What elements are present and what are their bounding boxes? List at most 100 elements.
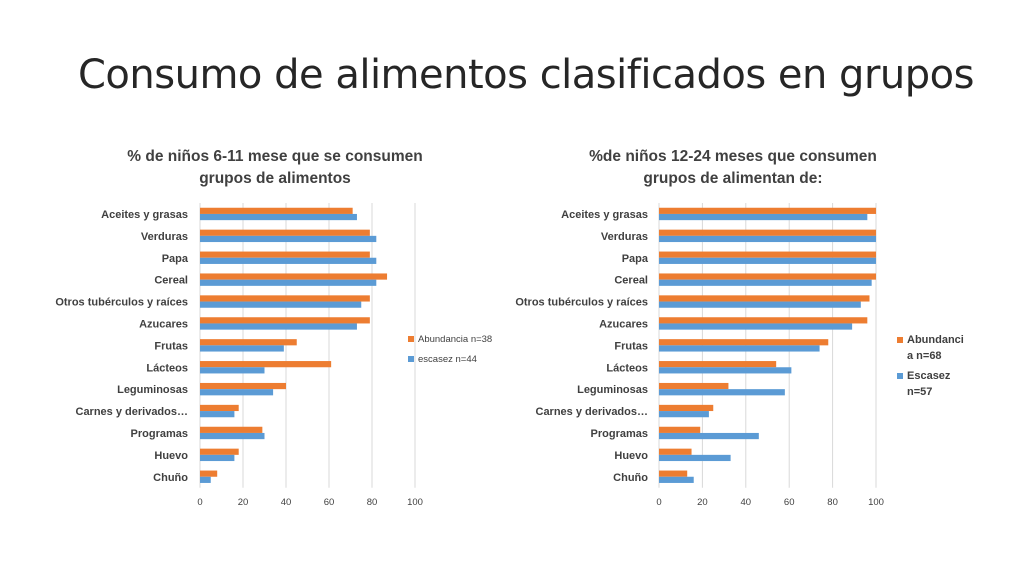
bar-blue bbox=[659, 345, 820, 352]
bar-orange bbox=[659, 207, 876, 214]
bar-blue bbox=[200, 235, 377, 243]
bar-orange bbox=[200, 251, 370, 258]
category-label: Cereal bbox=[154, 275, 188, 287]
x-tick-label: 20 bbox=[697, 497, 708, 508]
category-label: Leguminosas bbox=[577, 384, 648, 396]
category-label: Carnes y derivados… bbox=[536, 406, 649, 418]
x-tick-label: 60 bbox=[784, 497, 795, 508]
category-label: Huevo bbox=[154, 450, 188, 462]
bar-orange bbox=[659, 295, 870, 302]
x-tick-label: 80 bbox=[367, 497, 378, 508]
bar-blue bbox=[200, 257, 377, 264]
category-label: Aceites y grasas bbox=[561, 209, 648, 221]
bar-blue bbox=[200, 301, 362, 308]
bar-orange bbox=[659, 361, 777, 368]
bar-blue bbox=[659, 454, 731, 462]
bar-orange bbox=[200, 470, 218, 477]
bar-orange bbox=[659, 448, 692, 455]
bar-orange bbox=[200, 448, 239, 455]
legend-label: escasez n=44 bbox=[418, 354, 477, 365]
bar-blue bbox=[200, 367, 265, 374]
bar-orange bbox=[200, 317, 370, 324]
bar-orange bbox=[200, 382, 286, 390]
x-tick-label: 0 bbox=[197, 497, 202, 508]
chart-title-line: %de niños 12-24 meses que consumen bbox=[589, 148, 877, 165]
bar-orange bbox=[200, 426, 263, 433]
x-tick-label: 80 bbox=[827, 497, 838, 508]
chart-title-line: grupos de alimentos bbox=[199, 170, 351, 187]
bar-blue bbox=[200, 476, 211, 483]
category-label: Frutas bbox=[614, 340, 648, 352]
bar-blue bbox=[659, 257, 876, 264]
category-label: Papa bbox=[622, 253, 649, 265]
category-label: Azucares bbox=[139, 318, 188, 330]
x-tick-label: 40 bbox=[281, 497, 292, 508]
category-label: Chuño bbox=[613, 472, 648, 484]
category-label: Papa bbox=[162, 253, 189, 265]
bar-orange bbox=[200, 295, 370, 302]
bar-orange bbox=[200, 339, 297, 346]
bar-blue bbox=[659, 367, 792, 374]
category-label: Leguminosas bbox=[117, 384, 188, 396]
legend-label: Abundanci bbox=[907, 334, 964, 346]
legend-swatch bbox=[408, 336, 414, 342]
legend-label: n=57 bbox=[907, 386, 932, 398]
category-label: Lácteos bbox=[606, 362, 648, 374]
category-label: Verduras bbox=[601, 231, 648, 243]
bar-blue bbox=[659, 476, 694, 483]
bar-blue bbox=[659, 411, 709, 418]
legend-label: a n=68 bbox=[907, 350, 942, 362]
bar-blue bbox=[200, 323, 357, 330]
bar-blue bbox=[659, 301, 861, 308]
legend-swatch bbox=[408, 356, 414, 362]
bar-blue bbox=[200, 279, 377, 286]
chart-right: 0 20 40 60 80 100 Aceites y grasas Verduras Papa… bbox=[515, 203, 964, 508]
bar-orange bbox=[659, 382, 729, 390]
bar-orange bbox=[659, 470, 688, 477]
category-label: Programas bbox=[591, 428, 648, 440]
category-label: Aceites y grasas bbox=[101, 209, 188, 221]
bar-blue bbox=[200, 432, 265, 440]
bar-orange bbox=[659, 229, 876, 236]
slide-title: Consumo de alimentos clasificados en gru… bbox=[78, 52, 974, 98]
chart-title-line: % de niños 6-11 mese que se consumen bbox=[127, 148, 423, 165]
chart-title-right: %de niños 12-24 meses que consumen grupo… bbox=[558, 146, 908, 190]
legend-label: Escasez bbox=[907, 370, 951, 382]
x-tick-label: 20 bbox=[238, 497, 249, 508]
category-label: Frutas bbox=[154, 340, 188, 352]
bar-orange bbox=[200, 273, 388, 280]
chart-title-left: % de niños 6-11 mese que se consumen gru… bbox=[100, 146, 450, 190]
category-label: Huevo bbox=[614, 450, 648, 462]
category-label: Verduras bbox=[141, 231, 188, 243]
bar-orange bbox=[200, 361, 332, 368]
bar-blue bbox=[659, 235, 876, 243]
bar-orange bbox=[659, 426, 701, 433]
x-tick-label: 100 bbox=[407, 497, 423, 508]
bar-orange bbox=[659, 404, 714, 412]
bar-blue bbox=[200, 454, 235, 462]
category-label: Otros tubérculos y raíces bbox=[515, 297, 648, 309]
bar-orange bbox=[659, 317, 868, 324]
x-tick-label: 0 bbox=[656, 497, 661, 508]
bar-blue bbox=[659, 323, 853, 330]
bar-blue bbox=[659, 432, 759, 440]
bar-blue bbox=[659, 389, 785, 396]
bar-blue bbox=[200, 389, 274, 396]
category-label: Otros tubérculos y raíces bbox=[55, 297, 188, 309]
bar-orange bbox=[200, 404, 239, 412]
bar-blue bbox=[659, 213, 868, 221]
bar-orange bbox=[659, 251, 876, 258]
bar-orange bbox=[659, 339, 829, 346]
category-label: Programas bbox=[131, 428, 188, 440]
bar-blue bbox=[200, 213, 357, 221]
category-label: Carnes y derivados… bbox=[76, 406, 189, 418]
chart-title-line: grupos de alimentan de: bbox=[643, 170, 823, 187]
bar-blue bbox=[200, 411, 235, 418]
x-tick-label: 60 bbox=[324, 497, 335, 508]
x-tick-label: 100 bbox=[868, 497, 884, 508]
category-label: Chuño bbox=[153, 472, 188, 484]
legend-label: Abundancia n=38 bbox=[418, 334, 492, 345]
legend-swatch bbox=[897, 373, 903, 379]
bar-orange bbox=[659, 273, 876, 280]
